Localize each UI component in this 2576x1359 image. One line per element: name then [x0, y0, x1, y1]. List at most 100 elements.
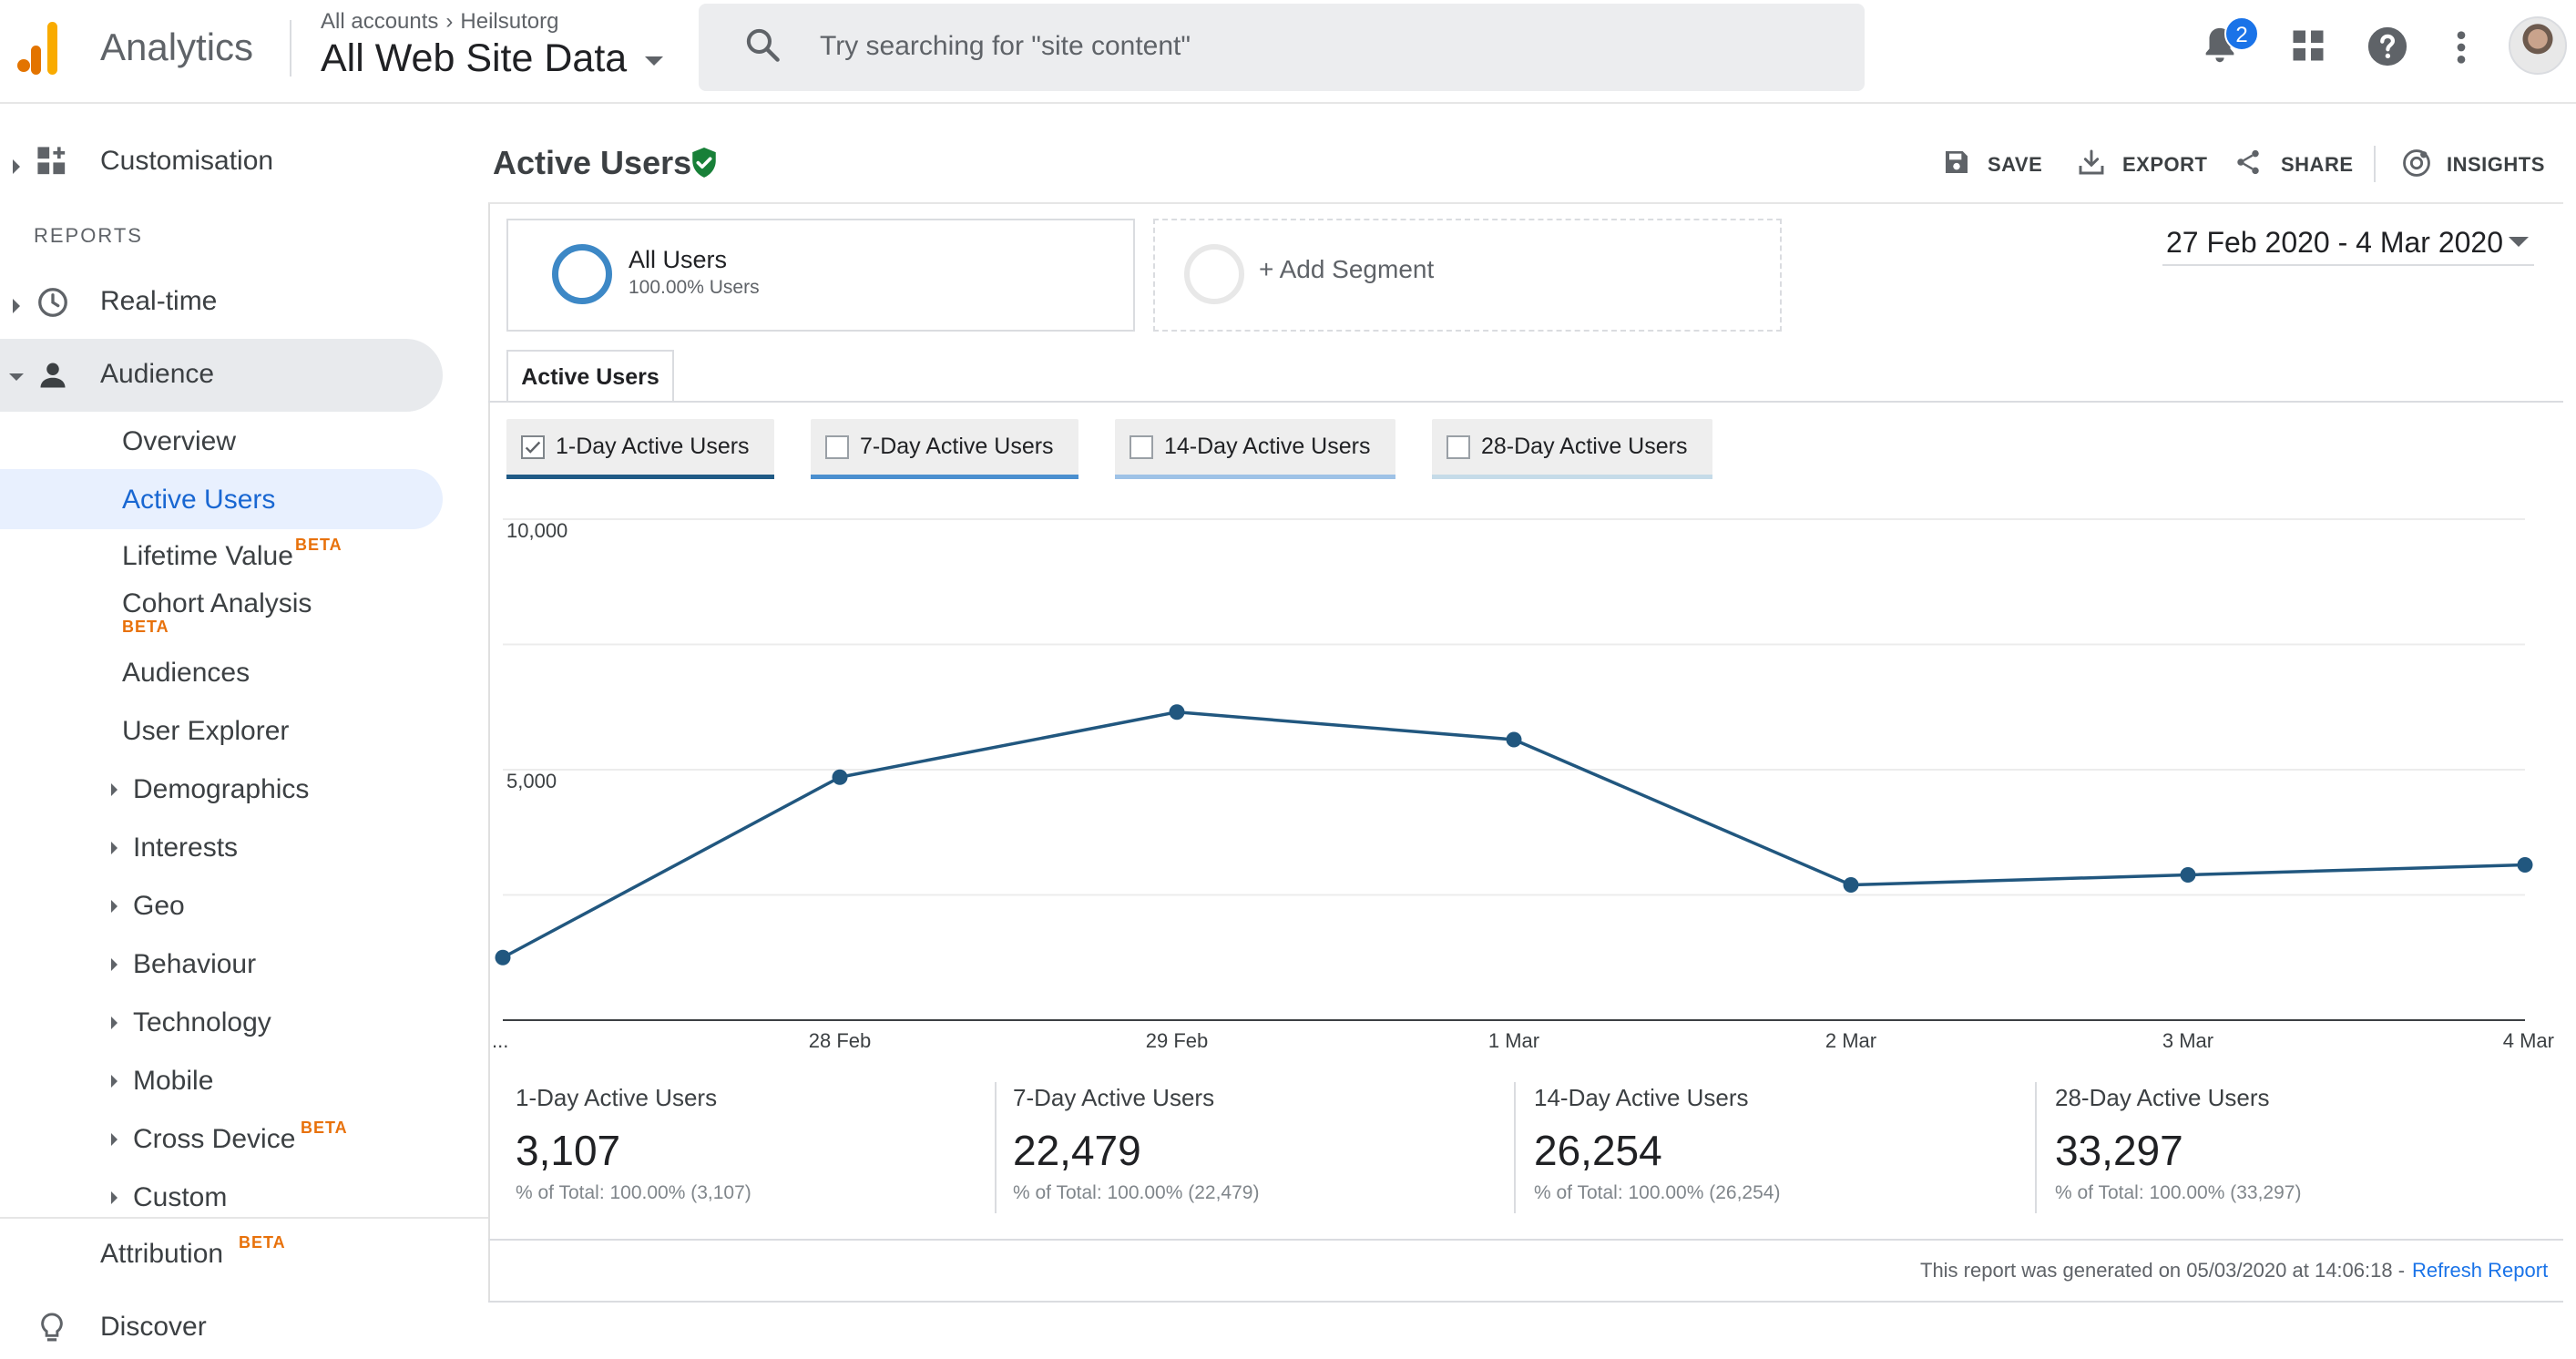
checkmark-icon: [525, 441, 541, 454]
stat-value: 33,297: [2055, 1127, 2183, 1174]
chart-x-tick-label: ...: [492, 1029, 508, 1052]
expand-arrow-icon[interactable]: [111, 842, 118, 854]
add-segment-label: + Add Segment: [1259, 255, 1435, 283]
checkbox[interactable]: [521, 435, 545, 459]
metric-toggle-14-day[interactable]: 14-Day Active Users: [1115, 419, 1395, 479]
metric-toggle-1-day[interactable]: 1-Day Active Users: [506, 419, 774, 479]
metric-toggle-label: 7-Day Active Users: [860, 434, 1054, 459]
sidebar-item-cross-device[interactable]: Cross Device: [133, 1124, 296, 1154]
sidebar-item-audience[interactable]: Audience: [100, 359, 215, 389]
expand-arrow-icon[interactable]: [111, 958, 118, 971]
tab-active-users[interactable]: Active Users: [506, 350, 674, 403]
lightbulb-icon: [41, 1313, 63, 1342]
beta-badge: BETA: [239, 1233, 286, 1252]
breadcrumb-accounts[interactable]: All accounts: [321, 9, 439, 34]
empty-segment-ring-icon: [1184, 244, 1244, 304]
stat-total: % of Total: 100.00% (26,254): [1534, 1182, 1781, 1203]
caret-down-icon[interactable]: [2509, 237, 2529, 247]
sidebar-item-realtime[interactable]: Real-time: [100, 286, 218, 316]
more-vert-icon[interactable]: [2450, 29, 2472, 66]
sidebar-item-customisation[interactable]: Customisation: [100, 146, 274, 176]
person-icon: [40, 363, 66, 388]
chart-data-point[interactable]: [1506, 731, 1522, 748]
chart-data-point[interactable]: [495, 949, 511, 966]
stat-value: 26,254: [1534, 1127, 1662, 1174]
product-name[interactable]: Analytics: [100, 26, 254, 68]
account-avatar[interactable]: [2509, 16, 2567, 75]
help-icon[interactable]: [2366, 26, 2408, 67]
search-input[interactable]: [820, 26, 1822, 67]
chart-data-point[interactable]: [832, 769, 848, 785]
chart-x-tick-label: 1 Mar: [1488, 1029, 1539, 1052]
save-button-label: SAVE: [1988, 153, 2043, 176]
view-selector[interactable]: All Web Site Data: [321, 36, 628, 80]
sidebar-item-mobile[interactable]: Mobile: [133, 1066, 214, 1096]
refresh-report-link[interactable]: Refresh Report: [2412, 1259, 2549, 1282]
save-icon: [1946, 151, 1968, 173]
metric-toggle-7-day[interactable]: 7-Day Active Users: [811, 419, 1078, 479]
sidebar-item-attribution[interactable]: Attribution: [100, 1239, 224, 1269]
sidebar-item-overview[interactable]: Overview: [122, 426, 237, 456]
sidebar-item-active-users[interactable]: Active Users: [122, 485, 276, 515]
search-icon[interactable]: [743, 26, 783, 66]
breadcrumb-property[interactable]: Heilsutorg: [460, 9, 559, 34]
checkbox[interactable]: [825, 435, 849, 459]
share-button[interactable]: SHARE: [2234, 146, 2353, 182]
date-range-picker[interactable]: 27 Feb 2020 - 4 Mar 2020: [2166, 226, 2504, 259]
analytics-logo-dot: [17, 59, 30, 72]
active-users-highlight[interactable]: [0, 469, 443, 529]
sidebar-item-interests[interactable]: Interests: [133, 833, 239, 863]
left-navigation: Customisation REPORTS Real-time Audience…: [0, 106, 488, 1359]
apps-grid-icon[interactable]: [2292, 29, 2325, 62]
insights-icon: [2403, 149, 2430, 177]
series-color-underline: [506, 475, 774, 479]
segment-all-users[interactable]: [506, 219, 1135, 332]
expand-arrow-icon[interactable]: [111, 900, 118, 913]
chart-data-point[interactable]: [1169, 704, 1185, 720]
sidebar-item-demographics[interactable]: Demographics: [133, 774, 310, 804]
segment-name: All Users: [629, 246, 728, 273]
series-color-underline: [1115, 475, 1395, 479]
expand-arrow-icon[interactable]: [111, 1075, 118, 1088]
metric-toggle-label: 1-Day Active Users: [556, 434, 750, 459]
active-users-line-chart[interactable]: 10,000 5,000... 28 Feb 29 Feb 1 Mar 2 Mar 3 Ma…: [488, 510, 2563, 1057]
export-button[interactable]: EXPORT: [2077, 146, 2207, 182]
stat-total: % of Total: 100.00% (33,297): [2055, 1182, 2302, 1203]
sidebar-item-technology[interactable]: Technology: [133, 1007, 271, 1037]
stat-name: 28-Day Active Users: [2055, 1084, 2270, 1111]
checkbox[interactable]: [1130, 435, 1153, 459]
expand-arrow-icon[interactable]: [111, 1133, 118, 1146]
expand-arrow-icon[interactable]: [13, 299, 20, 313]
stat-value: 3,107: [516, 1127, 621, 1174]
sidebar-item-discover[interactable]: Discover: [100, 1312, 207, 1342]
beta-badge: BETA: [295, 536, 342, 554]
insights-button[interactable]: INSIGHTS: [2401, 146, 2544, 182]
sidebar-item-cohort-analysis[interactable]: Cohort Analysis: [122, 588, 312, 618]
checkbox[interactable]: [1446, 435, 1470, 459]
sidebar-item-behaviour[interactable]: Behaviour: [133, 949, 257, 979]
expand-arrow-icon[interactable]: [111, 1017, 118, 1029]
chart-data-point[interactable]: [2180, 867, 2196, 883]
add-segment-button[interactable]: [1153, 219, 1782, 332]
verified-shield-icon: [692, 148, 716, 178]
top-app-bar: Analytics All accounts › Heilsutorg All We…: [0, 0, 2576, 104]
sidebar-item-audiences[interactable]: Audiences: [122, 658, 250, 688]
collapse-arrow-icon[interactable]: [9, 373, 24, 381]
sidebar-item-geo[interactable]: Geo: [133, 891, 185, 921]
insights-button-label: INSIGHTS: [2447, 153, 2545, 176]
audience-highlight[interactable]: [0, 339, 443, 412]
account-breadcrumb[interactable]: All accounts › Heilsutorg: [321, 9, 558, 35]
save-button[interactable]: SAVE: [1942, 146, 2042, 182]
sidebar-item-user-explorer[interactable]: User Explorer: [122, 716, 290, 746]
date-range-underline: [2162, 264, 2534, 266]
sidebar-item-lifetime-value[interactable]: Lifetime Value: [122, 541, 293, 571]
metric-toggle-28-day[interactable]: 28-Day Active Users: [1432, 419, 1712, 479]
expand-arrow-icon[interactable]: [13, 159, 20, 174]
expand-arrow-icon[interactable]: [111, 783, 118, 796]
caret-down-icon[interactable]: [645, 56, 663, 66]
stat-total: % of Total: 100.00% (22,479): [1013, 1182, 1260, 1203]
chart-data-point[interactable]: [1843, 877, 1859, 893]
sidebar-item-custom[interactable]: Custom: [133, 1182, 228, 1212]
chart-data-point[interactable]: [2517, 857, 2533, 873]
expand-arrow-icon[interactable]: [111, 1191, 118, 1204]
